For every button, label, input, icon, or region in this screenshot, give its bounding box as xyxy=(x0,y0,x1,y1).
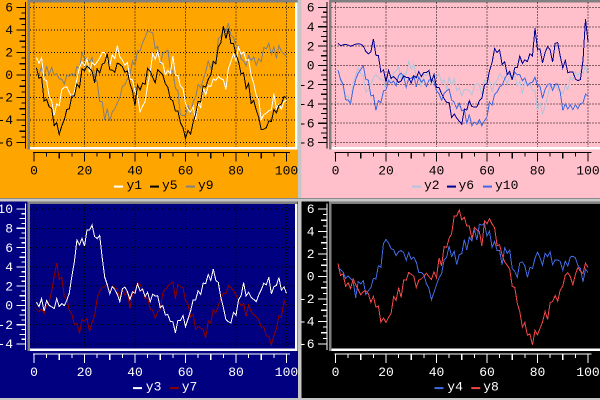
svg-text:20: 20 xyxy=(378,365,394,380)
svg-text:y5: y5 xyxy=(162,178,178,193)
svg-text:60: 60 xyxy=(479,365,495,380)
svg-text:y10: y10 xyxy=(495,178,518,193)
svg-text:y8: y8 xyxy=(483,380,499,395)
svg-text:2: 2 xyxy=(5,279,13,294)
svg-text:0: 0 xyxy=(30,164,38,179)
svg-text:40: 40 xyxy=(127,164,143,179)
svg-text:6: 6 xyxy=(307,202,315,217)
svg-text:-6: -6 xyxy=(299,116,315,131)
svg-text:20: 20 xyxy=(378,164,394,179)
svg-text:6: 6 xyxy=(307,1,315,16)
svg-text:0: 0 xyxy=(30,365,38,380)
svg-text:-2: -2 xyxy=(299,292,315,307)
svg-text:y2: y2 xyxy=(424,178,440,193)
svg-text:4: 4 xyxy=(307,225,315,240)
svg-text:-4: -4 xyxy=(299,315,315,330)
svg-text:y4: y4 xyxy=(447,380,463,395)
svg-text:-2: -2 xyxy=(299,78,315,93)
svg-text:20: 20 xyxy=(77,365,93,380)
svg-text:4: 4 xyxy=(5,23,13,38)
svg-text:-4: -4 xyxy=(299,97,315,112)
svg-text:10: 10 xyxy=(0,202,13,217)
svg-text:y6: y6 xyxy=(459,178,475,193)
svg-text:60: 60 xyxy=(178,365,194,380)
svg-text:80: 80 xyxy=(228,365,244,380)
svg-text:-2: -2 xyxy=(0,91,13,106)
svg-text:80: 80 xyxy=(530,164,546,179)
svg-text:0: 0 xyxy=(307,270,315,285)
svg-text:-4: -4 xyxy=(0,337,13,352)
svg-text:0: 0 xyxy=(332,164,340,179)
svg-text:100: 100 xyxy=(275,164,298,179)
svg-text:y1: y1 xyxy=(127,178,143,193)
svg-text:-6: -6 xyxy=(299,337,315,352)
svg-text:-8: -8 xyxy=(299,136,315,151)
svg-text:0: 0 xyxy=(307,59,315,74)
svg-text:2: 2 xyxy=(307,39,315,54)
svg-text:80: 80 xyxy=(228,164,244,179)
svg-text:y3: y3 xyxy=(146,380,162,395)
svg-text:40: 40 xyxy=(429,365,445,380)
svg-text:-2: -2 xyxy=(0,318,13,333)
svg-text:4: 4 xyxy=(307,20,315,35)
svg-text:-4: -4 xyxy=(0,113,13,128)
svg-text:6: 6 xyxy=(5,241,13,256)
svg-text:60: 60 xyxy=(479,164,495,179)
svg-text:100: 100 xyxy=(576,164,599,179)
svg-text:0: 0 xyxy=(5,299,13,314)
svg-text:80: 80 xyxy=(530,365,546,380)
svg-text:60: 60 xyxy=(178,164,194,179)
svg-text:-6: -6 xyxy=(0,136,13,151)
svg-text:100: 100 xyxy=(576,365,599,380)
svg-text:6: 6 xyxy=(5,1,13,16)
svg-text:40: 40 xyxy=(429,164,445,179)
svg-text:2: 2 xyxy=(5,46,13,61)
svg-text:4: 4 xyxy=(5,260,13,275)
svg-text:20: 20 xyxy=(77,164,93,179)
svg-text:100: 100 xyxy=(275,365,298,380)
svg-text:40: 40 xyxy=(127,365,143,380)
svg-text:y9: y9 xyxy=(198,178,214,193)
svg-text:0: 0 xyxy=(5,68,13,83)
svg-text:8: 8 xyxy=(5,222,13,237)
svg-text:0: 0 xyxy=(332,365,340,380)
svg-text:y7: y7 xyxy=(182,380,198,395)
svg-text:2: 2 xyxy=(307,247,315,262)
